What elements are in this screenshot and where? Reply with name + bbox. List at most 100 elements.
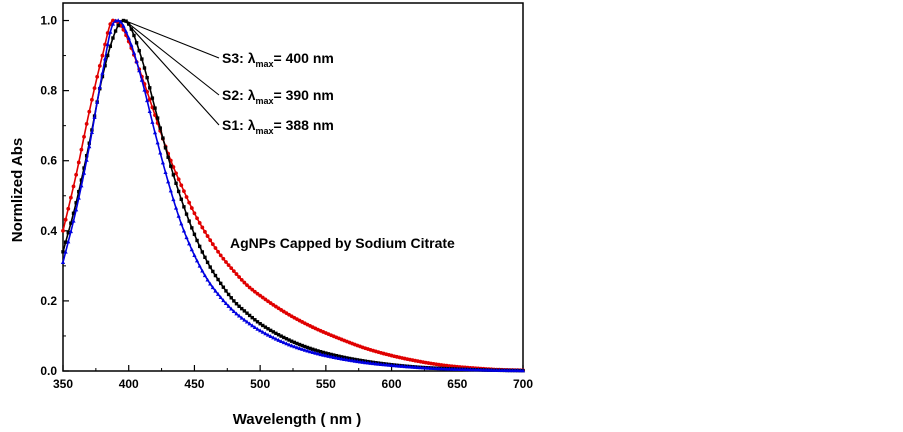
- data-point: [71, 211, 76, 215]
- data-point: [118, 19, 123, 24]
- data-point: [184, 212, 189, 216]
- data-point: [263, 331, 268, 336]
- data-point: [224, 260, 228, 264]
- data-point: [187, 200, 192, 205]
- data-point: [203, 255, 207, 260]
- label-sub: max: [255, 126, 273, 136]
- data-point: [110, 21, 116, 26]
- data-point: [371, 361, 376, 366]
- y-tick-label: 0.8: [40, 84, 57, 98]
- data-point: [63, 249, 68, 254]
- data-point: [252, 289, 257, 294]
- data-point: [71, 184, 76, 189]
- data-point: [195, 216, 199, 221]
- data-point: [344, 357, 349, 362]
- data-point: [221, 298, 226, 303]
- label-suffix: = 400 nm: [274, 50, 334, 66]
- data-point: [240, 306, 244, 311]
- data-point: [60, 260, 66, 264]
- data-point: [102, 56, 108, 61]
- data-point: [163, 170, 168, 175]
- data-point: [192, 211, 197, 216]
- data-point: [66, 239, 71, 244]
- series-label-2: S2: λmax= 390 nm: [222, 87, 334, 106]
- data-point: [518, 368, 523, 373]
- data-point: [142, 87, 147, 92]
- data-point: [305, 345, 310, 350]
- data-point: [210, 285, 215, 290]
- data-point: [252, 325, 257, 330]
- data-point: [284, 341, 289, 346]
- data-point: [426, 365, 431, 370]
- data-point: [74, 207, 79, 212]
- data-point: [261, 323, 265, 328]
- data-point: [442, 366, 447, 371]
- data-point: [89, 130, 95, 135]
- label-symbol: λ: [248, 87, 256, 103]
- data-point: [160, 160, 165, 165]
- data-point: [284, 337, 289, 341]
- y-tick-label: 0.4: [40, 224, 57, 238]
- data-point: [289, 343, 294, 348]
- data-point: [216, 277, 220, 282]
- data-point: [168, 188, 173, 193]
- data-point: [399, 364, 405, 368]
- data-point: [255, 291, 260, 296]
- data-point: [331, 355, 336, 359]
- data-point: [455, 366, 460, 371]
- data-point: [223, 301, 229, 306]
- label-symbol: λ: [248, 117, 256, 133]
- data-point: [329, 352, 333, 357]
- label-symbol: λ: [248, 50, 256, 66]
- data-point: [74, 201, 78, 205]
- data-point: [405, 364, 410, 369]
- data-point: [68, 195, 73, 200]
- data-point: [250, 287, 255, 292]
- data-point: [336, 356, 342, 360]
- data-point: [79, 183, 84, 188]
- data-point: [213, 288, 218, 293]
- data-point: [321, 350, 325, 355]
- data-point: [224, 289, 228, 293]
- data-point: [352, 358, 357, 363]
- data-point: [187, 219, 191, 223]
- data-point: [520, 368, 526, 373]
- data-point: [150, 96, 155, 100]
- data-point: [189, 206, 194, 210]
- data-point: [137, 49, 141, 53]
- data-point: [226, 292, 231, 297]
- data-point: [139, 77, 144, 82]
- y-axis-title: Normlized Abs: [9, 138, 26, 242]
- data-point: [439, 366, 444, 371]
- data-point: [205, 277, 210, 282]
- data-point: [219, 281, 223, 286]
- data-point: [123, 29, 129, 34]
- data-point: [237, 304, 241, 308]
- leader-line: [124, 20, 220, 59]
- data-point: [174, 181, 178, 185]
- data-point: [129, 42, 134, 47]
- data-point: [205, 260, 210, 265]
- data-point: [363, 360, 368, 365]
- data-point: [213, 246, 218, 250]
- data-point: [215, 291, 221, 296]
- data-point: [258, 321, 262, 326]
- data-point: [271, 335, 276, 340]
- data-point: [200, 225, 205, 230]
- data-point: [192, 232, 197, 237]
- data-point: [247, 285, 252, 290]
- data-point: [282, 335, 286, 340]
- data-point: [202, 273, 208, 278]
- data-point: [313, 348, 318, 352]
- data-point: [250, 315, 254, 320]
- data-point: [463, 367, 468, 372]
- data-point: [105, 31, 110, 35]
- data-point: [300, 343, 304, 348]
- data-point: [311, 347, 315, 351]
- data-point: [61, 228, 65, 233]
- data-point: [428, 365, 434, 370]
- data-point: [145, 89, 150, 94]
- data-point: [491, 367, 497, 372]
